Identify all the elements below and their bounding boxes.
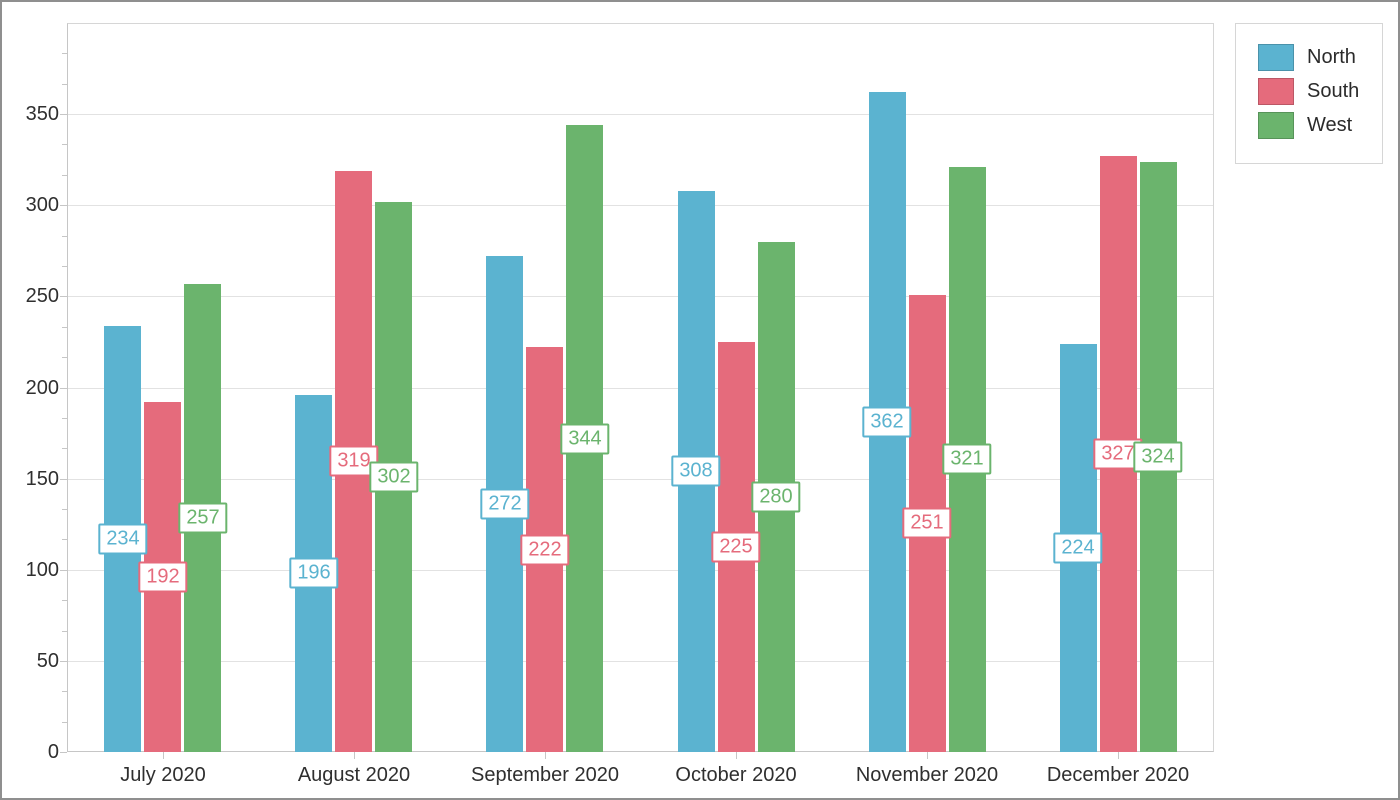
x-axis-label-september-2020: September 2020 (471, 764, 619, 786)
bar-value-label-south-october-2020: 225 (711, 531, 761, 563)
y-axis-minor-tick (62, 448, 67, 449)
gridline-300 (68, 205, 1213, 206)
gridline-150 (68, 479, 1213, 480)
bar-value-label-north-october-2020: 308 (671, 455, 721, 487)
bar-value-label-west-august-2020: 302 (369, 461, 419, 493)
legend-item-south[interactable]: South (1258, 78, 1382, 105)
y-axis-minor-tick (62, 84, 67, 85)
x-axis-label-july-2020: July 2020 (120, 764, 206, 786)
bar-value-label-north-august-2020: 196 (289, 557, 339, 589)
y-axis-minor-tick (62, 631, 67, 632)
west-series-marker (1258, 112, 1294, 139)
bar-value-label-north-november-2020: 362 (862, 406, 912, 438)
x-axis-tick (736, 752, 737, 759)
bar-value-label-north-september-2020: 272 (480, 488, 530, 520)
x-axis-tick (927, 752, 928, 759)
y-axis-major-tick (60, 479, 67, 480)
bar-value-label-south-july-2020: 192 (138, 561, 188, 593)
y-axis-minor-tick (62, 236, 67, 237)
y-axis-major-tick (60, 388, 67, 389)
legend-label-north: North (1307, 46, 1356, 68)
bar-value-label-west-september-2020: 344 (560, 423, 610, 455)
y-axis-major-tick (60, 114, 67, 115)
y-axis-label: 250 (25, 285, 59, 307)
y-axis-minor-tick (62, 722, 67, 723)
y-axis-label: 150 (25, 468, 59, 490)
y-axis-label: 300 (25, 194, 59, 216)
bar-value-label-south-november-2020: 251 (902, 507, 952, 539)
y-axis-label: 350 (25, 103, 59, 125)
y-axis-major-tick (60, 205, 67, 206)
y-axis-minor-tick (62, 53, 67, 54)
y-axis-minor-tick (62, 539, 67, 540)
y-axis-label: 50 (36, 650, 59, 672)
y-axis-minor-tick (62, 600, 67, 601)
bar-value-label-north-july-2020: 234 (98, 523, 148, 555)
gridline-100 (68, 570, 1213, 571)
y-axis-major-tick (60, 570, 67, 571)
x-axis-label-november-2020: November 2020 (855, 764, 999, 786)
y-axis-minor-tick (62, 691, 67, 692)
gridline-350 (68, 114, 1213, 115)
x-axis-tick (545, 752, 546, 759)
y-axis-minor-tick (62, 144, 67, 145)
y-axis-major-tick (60, 752, 67, 753)
x-axis-tick (163, 752, 164, 759)
legend-label-south: South (1307, 80, 1360, 102)
legend: North South West (1235, 23, 1383, 164)
y-axis-label: 0 (47, 741, 59, 763)
bar-value-label-south-september-2020: 222 (520, 534, 570, 566)
bar-value-label-north-december-2020: 224 (1053, 532, 1103, 564)
south-series-marker (1258, 78, 1294, 105)
x-axis-label-october-2020: October 2020 (675, 764, 797, 786)
gridline-200 (68, 388, 1213, 389)
y-axis-major-tick (60, 661, 67, 662)
y-axis-minor-tick (62, 418, 67, 419)
gridline-50 (68, 661, 1213, 662)
y-axis-label: 100 (25, 559, 59, 581)
legend-label-west: West (1307, 114, 1353, 136)
y-axis-minor-tick (62, 357, 67, 358)
bar-value-label-west-december-2020: 324 (1133, 441, 1183, 473)
y-axis-label: 200 (25, 377, 59, 399)
y-axis-major-tick (60, 296, 67, 297)
legend-item-north[interactable]: North (1258, 44, 1382, 71)
x-axis-tick (354, 752, 355, 759)
x-axis-label-december-2020: December 2020 (1046, 764, 1190, 786)
x-axis-tick (1118, 752, 1119, 759)
legend-item-west[interactable]: West (1258, 112, 1382, 139)
north-series-marker (1258, 44, 1294, 71)
bar-value-label-west-july-2020: 257 (178, 502, 228, 534)
bar-value-label-west-november-2020: 321 (942, 443, 992, 475)
x-axis-label-august-2020: August 2020 (297, 764, 411, 786)
y-axis-minor-tick (62, 327, 67, 328)
bar-value-label-west-october-2020: 280 (751, 481, 801, 513)
gridline-250 (68, 296, 1213, 297)
y-axis-minor-tick (62, 509, 67, 510)
y-axis-minor-tick (62, 175, 67, 176)
y-axis-minor-tick (62, 266, 67, 267)
plot-area (67, 23, 1214, 752)
